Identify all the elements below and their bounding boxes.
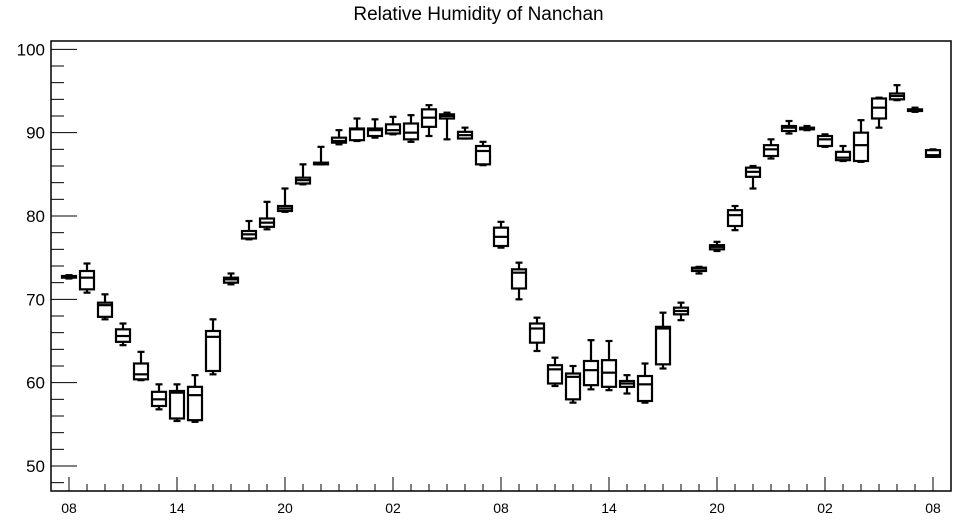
iqr-box bbox=[186, 385, 204, 422]
box-19 bbox=[402, 114, 420, 143]
iqr-box bbox=[816, 134, 834, 148]
box-11 bbox=[258, 200, 276, 231]
iqr-box bbox=[834, 150, 852, 162]
iqr-box bbox=[726, 209, 744, 228]
iqr-box bbox=[168, 389, 186, 420]
box-8 bbox=[204, 318, 222, 376]
iqr-box bbox=[510, 268, 528, 290]
box-27 bbox=[546, 356, 564, 388]
x-tick-label: 02 bbox=[385, 500, 401, 516]
box-35 bbox=[690, 265, 708, 275]
box-6 bbox=[168, 383, 186, 423]
x-tick-label: 08 bbox=[61, 500, 77, 516]
iqr-box bbox=[528, 322, 546, 344]
box-5 bbox=[150, 383, 168, 411]
x-tick-label: 08 bbox=[493, 500, 509, 516]
box-46 bbox=[888, 84, 906, 102]
x-tick-label: 14 bbox=[601, 500, 617, 516]
iqr-box bbox=[132, 362, 150, 381]
box-9 bbox=[222, 272, 240, 286]
box-37 bbox=[726, 204, 744, 232]
plot-frame bbox=[50, 40, 952, 492]
box-13 bbox=[294, 163, 312, 186]
box-48 bbox=[924, 148, 942, 158]
box-24 bbox=[492, 220, 510, 249]
chart-title: Relative Humidity of Nanchan bbox=[353, 4, 604, 25]
box-44 bbox=[852, 119, 870, 163]
box-38 bbox=[744, 164, 762, 190]
box-15 bbox=[330, 129, 348, 146]
box-18 bbox=[384, 115, 402, 136]
box-16 bbox=[348, 117, 366, 143]
box-34 bbox=[672, 301, 690, 322]
box-17 bbox=[366, 118, 384, 139]
y-tick-label: 80 bbox=[26, 207, 45, 226]
y-tick-label: 60 bbox=[26, 374, 45, 393]
box-14 bbox=[312, 145, 330, 166]
iqr-box bbox=[564, 372, 582, 401]
iqr-box bbox=[546, 364, 564, 385]
box-10 bbox=[240, 219, 258, 241]
box-20 bbox=[420, 104, 438, 138]
iqr-box bbox=[474, 144, 492, 166]
box-30 bbox=[600, 339, 618, 392]
x-tick-label: 20 bbox=[277, 500, 293, 516]
x-tick-label: 14 bbox=[169, 500, 185, 516]
box-22 bbox=[456, 126, 474, 140]
box-3 bbox=[114, 322, 132, 347]
box-7 bbox=[186, 374, 204, 423]
iqr-box bbox=[384, 123, 402, 135]
box-43 bbox=[834, 144, 852, 163]
box-12 bbox=[276, 187, 294, 213]
box-39 bbox=[762, 138, 780, 160]
box-29 bbox=[582, 339, 600, 391]
iqr-box bbox=[654, 325, 672, 366]
box-40 bbox=[780, 119, 798, 135]
iqr-box bbox=[924, 149, 942, 158]
box-21 bbox=[438, 111, 456, 141]
box-0 bbox=[60, 274, 78, 280]
box-32 bbox=[636, 362, 654, 404]
x-tick-label: 20 bbox=[709, 500, 725, 516]
box-2 bbox=[96, 293, 114, 321]
box-42 bbox=[816, 133, 834, 148]
x-tick-label: 08 bbox=[925, 500, 941, 516]
box-28 bbox=[564, 364, 582, 404]
iqr-box bbox=[204, 329, 222, 373]
box-45 bbox=[870, 96, 888, 129]
y-tick-label: 90 bbox=[26, 124, 45, 143]
box-4 bbox=[132, 350, 150, 382]
y-tick-label: 50 bbox=[26, 457, 45, 476]
iqr-box bbox=[402, 122, 420, 141]
x-tick-label: 02 bbox=[817, 500, 833, 516]
box-36 bbox=[708, 240, 726, 253]
box-33 bbox=[654, 311, 672, 370]
box-25 bbox=[510, 261, 528, 301]
box-47 bbox=[906, 106, 924, 113]
iqr-box bbox=[582, 359, 600, 387]
box-23 bbox=[474, 140, 492, 167]
box-31 bbox=[618, 374, 636, 395]
iqr-box bbox=[636, 374, 654, 403]
iqr-box bbox=[366, 127, 384, 138]
iqr-box bbox=[78, 269, 96, 291]
y-tick-label: 100 bbox=[17, 40, 45, 59]
iqr-box bbox=[852, 131, 870, 163]
box-26 bbox=[528, 316, 546, 353]
iqr-box bbox=[762, 144, 780, 158]
box-41 bbox=[798, 124, 816, 132]
box-1 bbox=[78, 262, 96, 294]
y-tick-label: 70 bbox=[26, 290, 45, 309]
